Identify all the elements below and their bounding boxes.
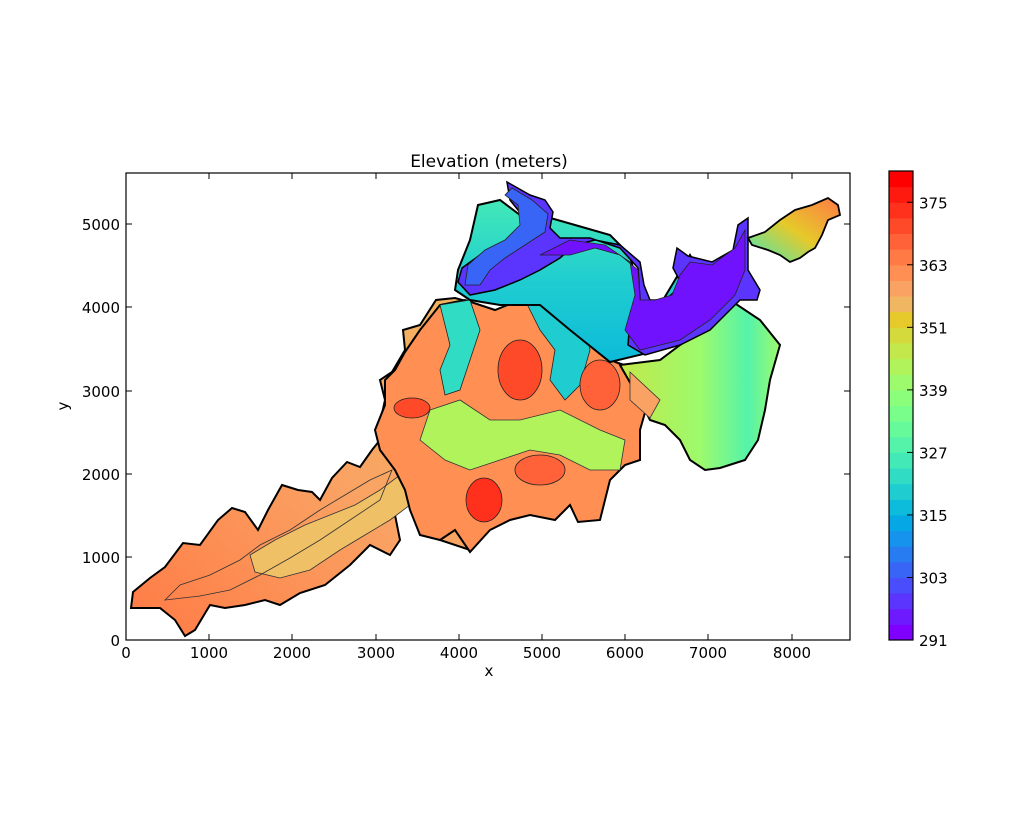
colorbar-band	[889, 389, 913, 406]
plot-frame	[125, 172, 851, 641]
colorbar-tick-label: 291	[919, 632, 948, 650]
colorbar-band	[889, 186, 913, 203]
colorbar-band	[889, 577, 913, 594]
terrain-peak-5	[514, 454, 566, 486]
x-tick-label: 7000	[689, 644, 727, 662]
colorbar-tick-label: 351	[919, 319, 948, 337]
terrain-peak-3	[393, 397, 431, 419]
y-tick-label: 5000	[82, 216, 120, 234]
terrain-southwest-band	[163, 469, 393, 601]
terrain-river-deep	[539, 228, 746, 351]
colorbar-tick-label: 315	[919, 507, 948, 525]
colorbar-band	[889, 452, 913, 469]
colorbar: 291 303 315 327 339 351 363 375	[888, 170, 948, 650]
colorbar-band	[889, 374, 913, 391]
terrain-east-ridge	[629, 371, 661, 419]
colorbar-band	[889, 499, 913, 516]
colorbar-band	[889, 514, 913, 532]
terrain-peak-2	[465, 477, 503, 523]
terrain-peak-4	[579, 359, 621, 411]
plot-area: 0 1000 2000 3000 4000 5000 6000 7000 800…	[54, 172, 851, 680]
y-tick-label: 1000	[82, 549, 120, 567]
x-tick-label: 3000	[357, 644, 395, 662]
y-axis-label: y	[54, 401, 72, 410]
y-tick-label: 4000	[82, 299, 120, 317]
colorbar-band	[889, 217, 913, 235]
colorbar-tick-label: 303	[919, 569, 948, 587]
colorbar-band	[889, 561, 913, 578]
colorbar-frame	[888, 170, 914, 641]
colorbar-band	[889, 171, 913, 188]
colorbar-band	[889, 421, 913, 438]
colorbar-tick-label: 327	[919, 444, 948, 462]
colorbar-band	[889, 264, 913, 281]
colorbar-band	[889, 296, 913, 313]
x-tick-label: 5000	[523, 644, 561, 662]
x-tick-label: 6000	[606, 644, 644, 662]
terrain-river-upper	[464, 187, 549, 286]
colorbar-band	[889, 468, 913, 485]
colorbar-band	[889, 327, 913, 344]
colorbar-band	[889, 436, 913, 453]
colorbar-tick-label: 375	[919, 194, 948, 212]
colorbar-ticks: 291 303 315 327 339 351 363 375	[907, 194, 948, 650]
contour-fill	[129, 180, 842, 638]
colorbar-band	[889, 593, 913, 610]
colorbar-band	[889, 280, 913, 297]
chart-title: Elevation (meters)	[410, 152, 568, 172]
colorbar-band	[889, 608, 913, 625]
x-axis: 0 1000 2000 3000 4000 5000 6000 7000 800…	[121, 173, 811, 680]
terrain-valley-west	[439, 299, 481, 396]
colorbar-bands	[889, 171, 913, 641]
y-axis: 0 1000 2000 3000 4000 5000 y	[54, 216, 850, 650]
colorbar-band	[889, 358, 913, 375]
x-tick-label: 0	[121, 644, 131, 662]
terrain-peak-1	[497, 339, 543, 401]
y-tick-label: 0	[110, 632, 120, 650]
y-tick-label: 3000	[82, 383, 120, 401]
colorbar-band	[889, 624, 913, 641]
y-tick-label: 2000	[82, 466, 120, 484]
colorbar-band	[889, 483, 913, 500]
colorbar-band	[889, 249, 913, 266]
colorbar-band	[889, 530, 913, 547]
colorbar-band	[889, 233, 913, 250]
terrain-midslope-green	[419, 399, 626, 471]
x-tick-label: 8000	[773, 644, 811, 662]
x-tick-label: 1000	[190, 644, 228, 662]
colorbar-band	[889, 405, 913, 422]
colorbar-band	[889, 546, 913, 563]
colorbar-band	[889, 202, 913, 219]
terrain-northeast-knob	[746, 196, 842, 264]
colorbar-band	[889, 311, 913, 328]
colorbar-tick-label: 339	[919, 382, 948, 400]
colorbar-tick-label: 363	[919, 257, 948, 275]
x-tick-label: 4000	[440, 644, 478, 662]
x-tick-label: 2000	[273, 644, 311, 662]
x-axis-label: x	[485, 662, 494, 680]
colorbar-band	[889, 342, 913, 360]
